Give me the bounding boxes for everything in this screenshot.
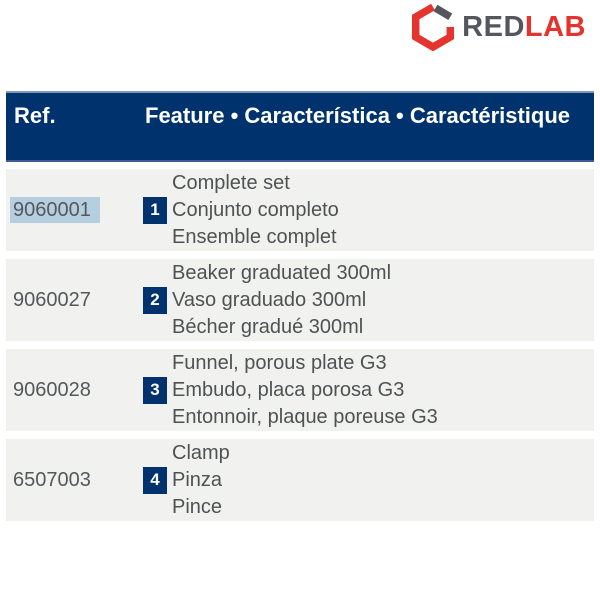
feature-line-en: Beaker graduated 300ml xyxy=(172,261,392,284)
feature-line-es: Vaso graduado 300ml xyxy=(172,288,367,311)
table-row: 9060001 1 Complete set Conjunto completo… xyxy=(6,169,594,251)
feature-line-fr: Pince xyxy=(172,495,223,518)
ref-number: 9060028 xyxy=(13,378,91,401)
brand-wordmark: REDLAB xyxy=(462,3,586,51)
ref-number: 6507003 xyxy=(13,468,91,491)
column-header-ref: Ref. xyxy=(14,103,56,128)
feature-line-en: Clamp xyxy=(172,441,230,464)
item-number-badge: 2 xyxy=(143,286,167,314)
table-body: 9060001 1 Complete set Conjunto completo… xyxy=(6,169,594,529)
feature-text: Complete set Conjunto completo Ensemble … xyxy=(172,170,339,251)
ref-number: 9060027 xyxy=(13,288,91,311)
column-header-feature: Feature • Característica • Caractéristiq… xyxy=(145,103,571,128)
feature-text: Beaker graduated 300ml Vaso graduado 300… xyxy=(172,260,391,341)
feature-line-fr: Ensemble complet xyxy=(172,225,337,248)
brand-word-red-gray: RED xyxy=(462,11,525,43)
item-number-badge: 1 xyxy=(143,196,167,224)
table-row: 9060028 3 Funnel, porous plate G3 Embudo… xyxy=(6,349,594,431)
feature-line-en: Complete set xyxy=(172,171,290,194)
feature-line-es: Embudo, placa porosa G3 xyxy=(172,378,405,401)
item-number-badge: 4 xyxy=(143,466,167,494)
redlab-logo: REDLAB xyxy=(409,3,586,51)
table-row: 6507003 4 Clamp Pinza Pince xyxy=(6,439,594,521)
ref-cell: 9060028 xyxy=(6,379,143,402)
item-number-badge: 3 xyxy=(143,376,167,404)
ref-number: 9060001 xyxy=(10,196,100,223)
feature-line-es: Conjunto completo xyxy=(172,198,339,221)
hexagon-logo-icon xyxy=(412,3,455,51)
ref-cell: 6507003 xyxy=(6,469,143,492)
ref-cell: 9060027 xyxy=(6,289,143,312)
feature-text: Funnel, porous plate G3 Embudo, placa po… xyxy=(172,350,438,431)
feature-line-es: Pinza xyxy=(172,468,223,491)
table-row: 9060027 2 Beaker graduated 300ml Vaso gr… xyxy=(6,259,594,341)
brand-word-lab-red: LAB xyxy=(524,11,586,43)
feature-line-fr: Bécher gradué 300ml xyxy=(172,315,364,338)
table-header-band: Ref. Feature • Característica • Caractér… xyxy=(6,91,594,162)
ref-cell: 9060001 xyxy=(6,196,143,223)
feature-text: Clamp Pinza Pince xyxy=(172,440,230,521)
feature-line-en: Funnel, porous plate G3 xyxy=(172,351,387,374)
feature-line-fr: Entonnoir, plaque poreuse G3 xyxy=(172,405,438,428)
